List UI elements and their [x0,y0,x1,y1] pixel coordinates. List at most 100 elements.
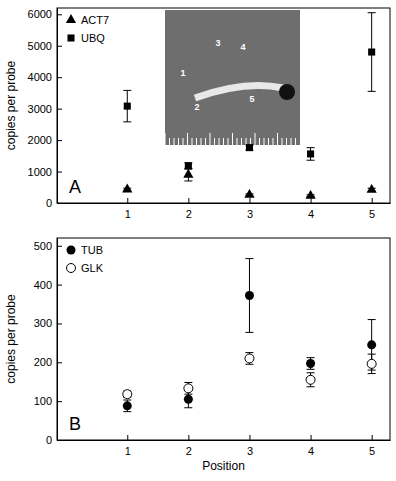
x-tick-label: 3 [247,208,253,220]
x-tick-label: 4 [308,208,314,220]
inset-ruler [250,138,251,145]
series [123,13,375,170]
error-bar-cap [307,369,315,370]
y-axis-line [57,9,58,204]
x-tick: 4 [308,435,314,457]
error-bar [368,320,376,371]
inset-ruler [259,138,260,145]
plot-frame [57,8,390,203]
panel-label: B [69,414,81,434]
point [184,395,193,404]
error-bar [245,259,253,333]
error-bar-cap [307,386,315,387]
x-tick-label: 2 [186,208,192,220]
x-tick-label: 1 [125,445,131,457]
x-tick: 5 [369,198,375,220]
marks [122,13,377,199]
inset: 12345 [165,10,300,145]
y-tick: 1000 [28,166,62,178]
y-tick-label: 5000 [28,40,52,52]
inset-ruler [219,138,220,145]
error-bar-cap [245,258,253,259]
x-tick-label: 3 [247,445,253,457]
x-tick-label: 5 [369,445,375,457]
x-tick-mark [188,435,189,440]
y-tick-mark [57,14,62,15]
series [122,168,377,198]
panel-label: A [69,177,81,197]
point [123,401,132,410]
error-bar [184,383,192,395]
x-axis: 12345 [58,198,391,220]
y-tick: 4000 [28,71,62,83]
inset-ruler [187,133,188,145]
inset-ruler [196,138,197,145]
legend-label: GLK [81,262,104,274]
point [367,340,376,349]
error-bar [307,373,315,387]
x-tick-mark [188,198,189,203]
x-axis: 1 2 3 4 5 [58,435,391,457]
error-bar-cap [123,90,131,91]
legend-marker [67,246,76,255]
y-tick-mark [57,246,62,247]
inset-ruler [228,138,229,145]
legend-label: UBQ [81,32,105,44]
y-tick-mark [57,362,62,363]
inset-ruler [192,138,193,145]
y-tick-label: 0 [46,434,52,446]
inset-ruler [237,138,238,145]
x-axis-title: Position [202,459,245,473]
error-bar [368,354,376,373]
error-bar-cap [245,364,253,365]
y-axis: 0100020003000400050006000 [28,8,62,209]
y-tick-mark [57,46,62,47]
point [368,48,375,55]
legend-marker [66,14,76,23]
inset-ruler [165,133,166,145]
inset-ruler [169,138,170,145]
x-tick: 2 [186,198,192,220]
panel: 12345010002000300040005000600012345copie… [4,8,391,220]
x-tick-label: 5 [369,208,375,220]
error-bar-cap [368,373,376,374]
error-bar [123,90,131,121]
inset-ruler [183,138,184,145]
x-tick: 1 [125,435,131,457]
inset-ruler [246,138,247,145]
y-tick-label: 100 [34,395,52,407]
inset-ruler [277,133,278,145]
x-tick-mark [127,198,128,203]
inset-ruler [268,138,269,145]
y-axis: 0100200300400500 [34,239,62,447]
x-tick-mark [311,198,312,203]
x-tick-label: 4 [308,445,314,457]
y-tick: 2000 [28,134,62,146]
point [367,184,377,193]
error-bar-cap [123,399,131,400]
y-axis-line [57,239,58,441]
error-bar-cap [184,394,192,395]
y-tick-mark [57,401,62,402]
legend: ACT7UBQ [66,14,109,44]
x-tick: 2 [186,435,192,457]
y-tick-mark [57,140,62,141]
y-tick-mark [57,109,62,110]
inset-label: 5 [249,94,254,104]
y-axis-title: copies per probe [4,294,18,384]
point [183,169,193,178]
point [185,162,192,169]
inset-ruler [178,138,179,145]
error-bar-cap [307,357,315,358]
x-tick: 5 [369,435,375,457]
y-tick-label: 0 [46,197,52,209]
y-tick: 300 [34,317,62,329]
inset-ruler [282,138,283,145]
legend: TUBGLK [67,244,104,274]
error-bar [123,400,131,412]
series [123,353,376,399]
point [367,359,376,368]
x-tick-mark [372,435,373,440]
error-bar-cap [123,411,131,412]
y-tick-label: 6000 [28,8,52,20]
